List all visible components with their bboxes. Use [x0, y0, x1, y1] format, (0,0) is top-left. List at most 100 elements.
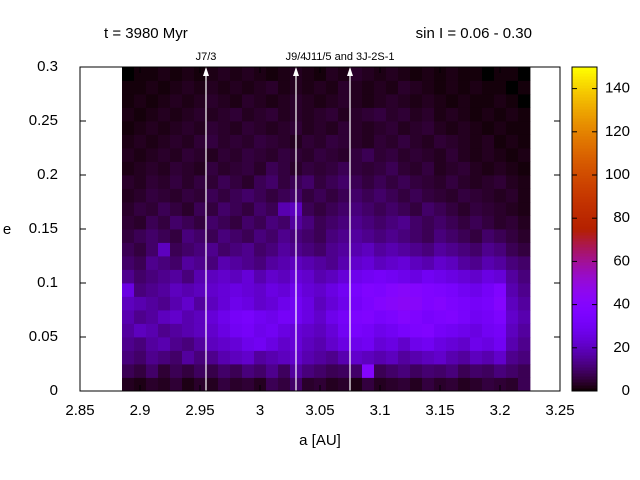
heat-cell [470, 296, 483, 311]
heat-cell [278, 323, 291, 338]
heat-cell [458, 107, 471, 122]
heat-cell [230, 350, 243, 365]
heat-cell [446, 377, 459, 392]
heat-cell [338, 215, 351, 230]
heat-cell [146, 296, 159, 311]
heat-cell [326, 377, 339, 392]
heat-cell [278, 229, 291, 243]
heat-cell [194, 337, 207, 351]
heat-cell [206, 310, 219, 324]
heat-cell [398, 94, 411, 108]
heat-cell [314, 134, 327, 149]
heat-cell [482, 80, 495, 95]
heat-cell [194, 215, 207, 230]
colorbar-swatch [572, 235, 597, 239]
heat-cell [182, 296, 195, 311]
heat-cell [470, 94, 483, 108]
heat-cell [278, 94, 291, 108]
heat-cell [158, 350, 171, 365]
colorbar-swatch [572, 349, 597, 353]
heat-cell [482, 134, 495, 149]
heat-cell [242, 337, 255, 351]
heat-cell [314, 94, 327, 108]
heat-cell [386, 175, 399, 189]
heat-cell [350, 337, 363, 351]
heat-cell [410, 188, 423, 203]
heat-cell [518, 148, 531, 162]
heat-cell [278, 121, 291, 135]
heat-cell [278, 350, 291, 365]
annotation-label: J7/3 [196, 51, 217, 63]
colorbar-swatch [572, 289, 597, 293]
heat-cell [338, 175, 351, 189]
heat-cell [194, 350, 207, 365]
heat-cell [398, 229, 411, 243]
heat-cell [422, 377, 435, 392]
heat-cell [278, 67, 291, 81]
heat-cell [134, 256, 147, 270]
heat-cell [518, 337, 531, 351]
heat-cell [470, 215, 483, 230]
heat-cell [362, 350, 375, 365]
heat-cell [218, 269, 231, 284]
heat-cell [158, 121, 171, 135]
heat-cell [170, 67, 183, 81]
y-tick-label: 0.15 [29, 220, 58, 237]
heat-cell [278, 296, 291, 311]
colorbar-swatch [572, 109, 597, 113]
heat-cell [386, 107, 399, 122]
heat-cell [158, 364, 171, 378]
heat-cell [434, 323, 447, 338]
heat-cell [170, 310, 183, 324]
heat-cell [506, 337, 519, 351]
heat-cell [182, 350, 195, 365]
heat-cell [122, 256, 135, 270]
heat-cell [242, 269, 255, 284]
colorbar-swatch [572, 250, 597, 254]
heat-cell [230, 161, 243, 176]
heat-cell [350, 256, 363, 270]
heat-cell [206, 67, 219, 81]
heat-cell [410, 94, 423, 108]
heat-cell [206, 323, 219, 338]
heat-cell [410, 310, 423, 324]
heat-cell [206, 242, 219, 257]
colorbar-swatch [572, 286, 597, 290]
heat-cell [314, 256, 327, 270]
heat-cell [362, 296, 375, 311]
heat-cell [482, 202, 495, 216]
heat-cell [446, 364, 459, 378]
heat-cell [314, 80, 327, 95]
heat-cell [482, 148, 495, 162]
heat-cell [206, 202, 219, 216]
heat-cell [326, 67, 339, 81]
heat-cell [194, 175, 207, 189]
heat-cell [506, 188, 519, 203]
heat-cell [326, 94, 339, 108]
heat-cell [410, 107, 423, 122]
heat-cell [158, 323, 171, 338]
heat-cell [458, 323, 471, 338]
heat-cell [182, 175, 195, 189]
heat-cell [350, 310, 363, 324]
heat-cell [338, 269, 351, 284]
heat-cell [242, 310, 255, 324]
annotation-label: J9/4 [286, 51, 307, 63]
heat-cell [194, 67, 207, 81]
heat-cell [302, 310, 315, 324]
heat-cell [254, 229, 267, 243]
heat-cell [458, 296, 471, 311]
colorbar-swatch [572, 334, 597, 338]
heat-cell [134, 188, 147, 203]
heat-cell [518, 175, 531, 189]
heat-cell [494, 364, 507, 378]
heat-cell [326, 364, 339, 378]
heat-cell [302, 283, 315, 297]
heat-cell [386, 323, 399, 338]
colorbar-swatch [572, 322, 597, 326]
heat-cell [386, 350, 399, 365]
heat-cell [374, 229, 387, 243]
heat-cell [218, 364, 231, 378]
heat-cell [506, 229, 519, 243]
heat-cell [182, 377, 195, 392]
